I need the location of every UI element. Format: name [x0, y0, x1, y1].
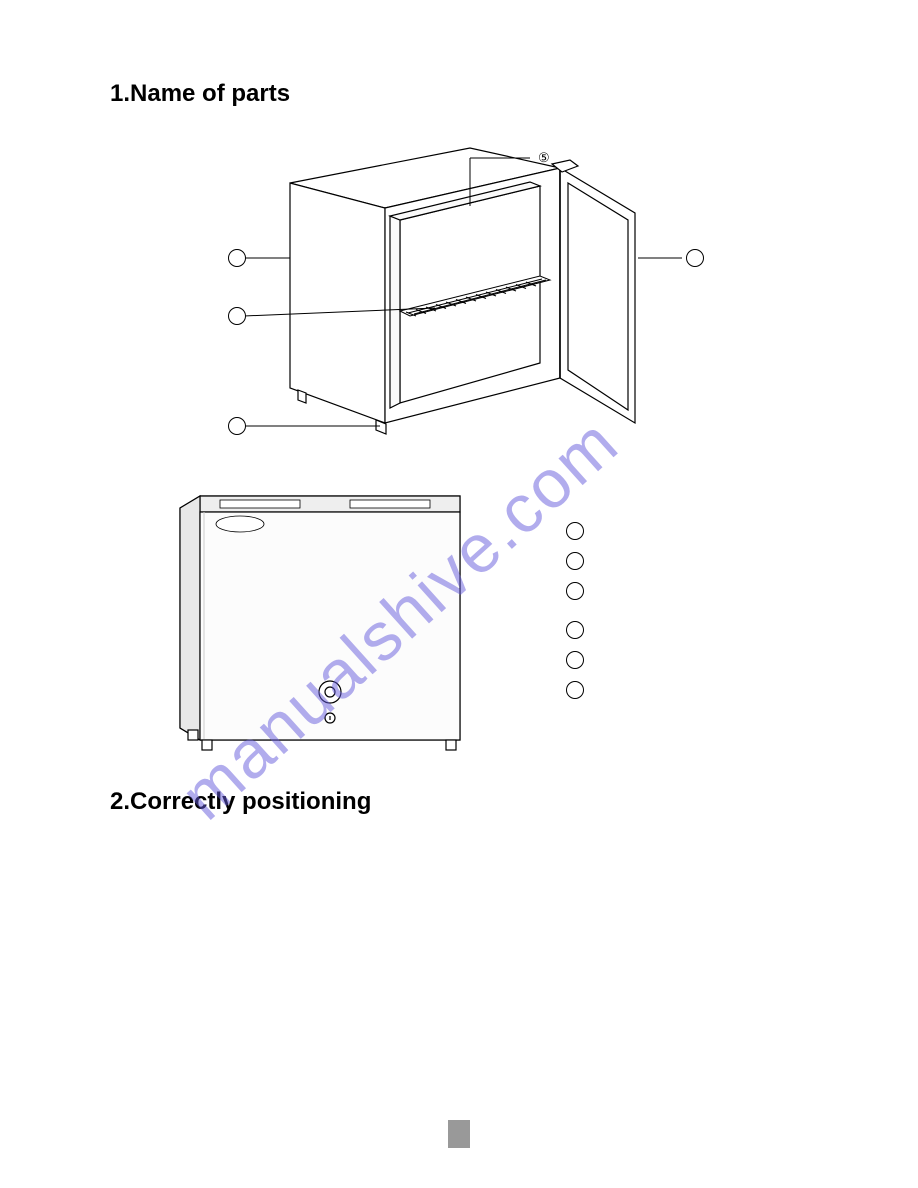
- legend-circle-6: [566, 681, 584, 699]
- page-number-marker: [448, 1120, 470, 1148]
- callout-circle-foot: [228, 417, 246, 435]
- manual-page: 1.Name of parts: [0, 0, 918, 1188]
- legend-circle-5: [566, 651, 584, 669]
- legend-circle-3: [566, 582, 584, 600]
- callout-circle-shelf: [228, 307, 246, 325]
- legend-circle-4: [566, 621, 584, 639]
- callout-circle-cabinet: [228, 249, 246, 267]
- callout-5-label: ⑤: [538, 150, 550, 166]
- fridge-isometric-drawing: [190, 128, 710, 468]
- callout-circle-door: [686, 249, 704, 267]
- legend-circle-2: [566, 552, 584, 570]
- parts-diagram-open: ⑤: [110, 128, 810, 468]
- fridge-front-drawing: [150, 478, 490, 768]
- parts-diagram-closed: [110, 478, 810, 768]
- section-2-heading: 2.Correctly positioning: [110, 788, 808, 816]
- legend-circle-1: [566, 522, 584, 540]
- section-1-heading: 1.Name of parts: [110, 80, 808, 108]
